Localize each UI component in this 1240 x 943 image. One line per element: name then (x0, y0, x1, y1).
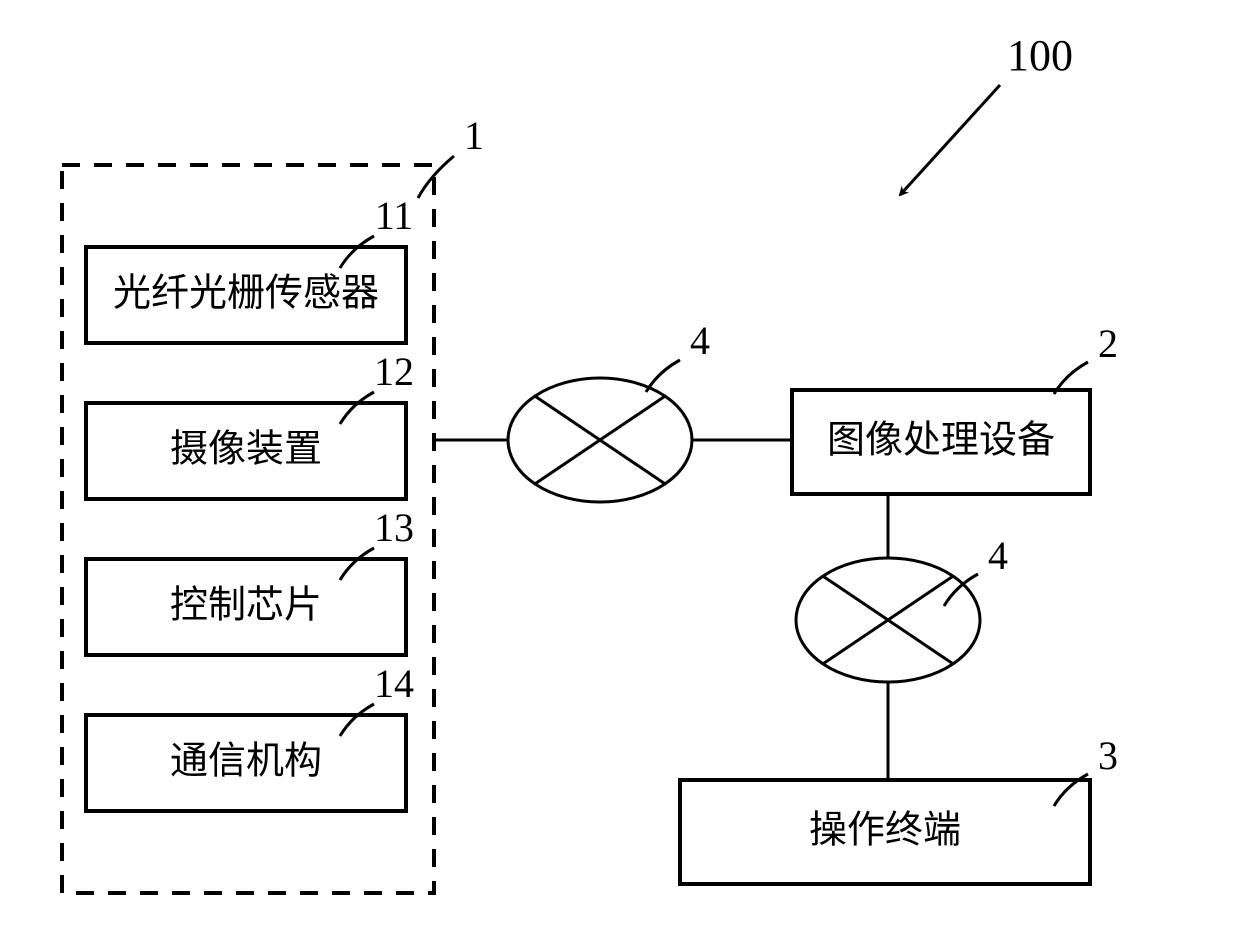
camera-label: 摄像装置 (170, 429, 322, 471)
net-top-node (508, 378, 692, 502)
terminal-label: 操作终端 (809, 810, 961, 852)
system-ref-label: 100 (1007, 31, 1073, 80)
net-bottom-ref: 4 (988, 533, 1008, 578)
comm-label: 通信机构 (170, 741, 322, 783)
chip-ref: 13 (374, 505, 414, 550)
camera-ref: 12 (374, 349, 414, 394)
image-proc-label: 图像处理设备 (827, 420, 1055, 462)
chip-label: 控制芯片 (170, 585, 322, 627)
net-bottom-node (796, 558, 980, 682)
net-top-ref: 4 (690, 318, 710, 363)
sensor-label: 光纤光栅传感器 (113, 273, 379, 315)
terminal-ref: 3 (1098, 733, 1118, 778)
group-ref-label: 1 (464, 113, 484, 158)
comm-ref: 14 (374, 661, 414, 706)
sensor-ref: 11 (375, 193, 414, 238)
image-proc-ref: 2 (1098, 321, 1118, 366)
system-block-diagram: 100 1 光纤光栅传感器 11 摄像装置 12 控制芯片 13 通信机构 14 图像处理设备 2 操作… (0, 0, 1240, 943)
